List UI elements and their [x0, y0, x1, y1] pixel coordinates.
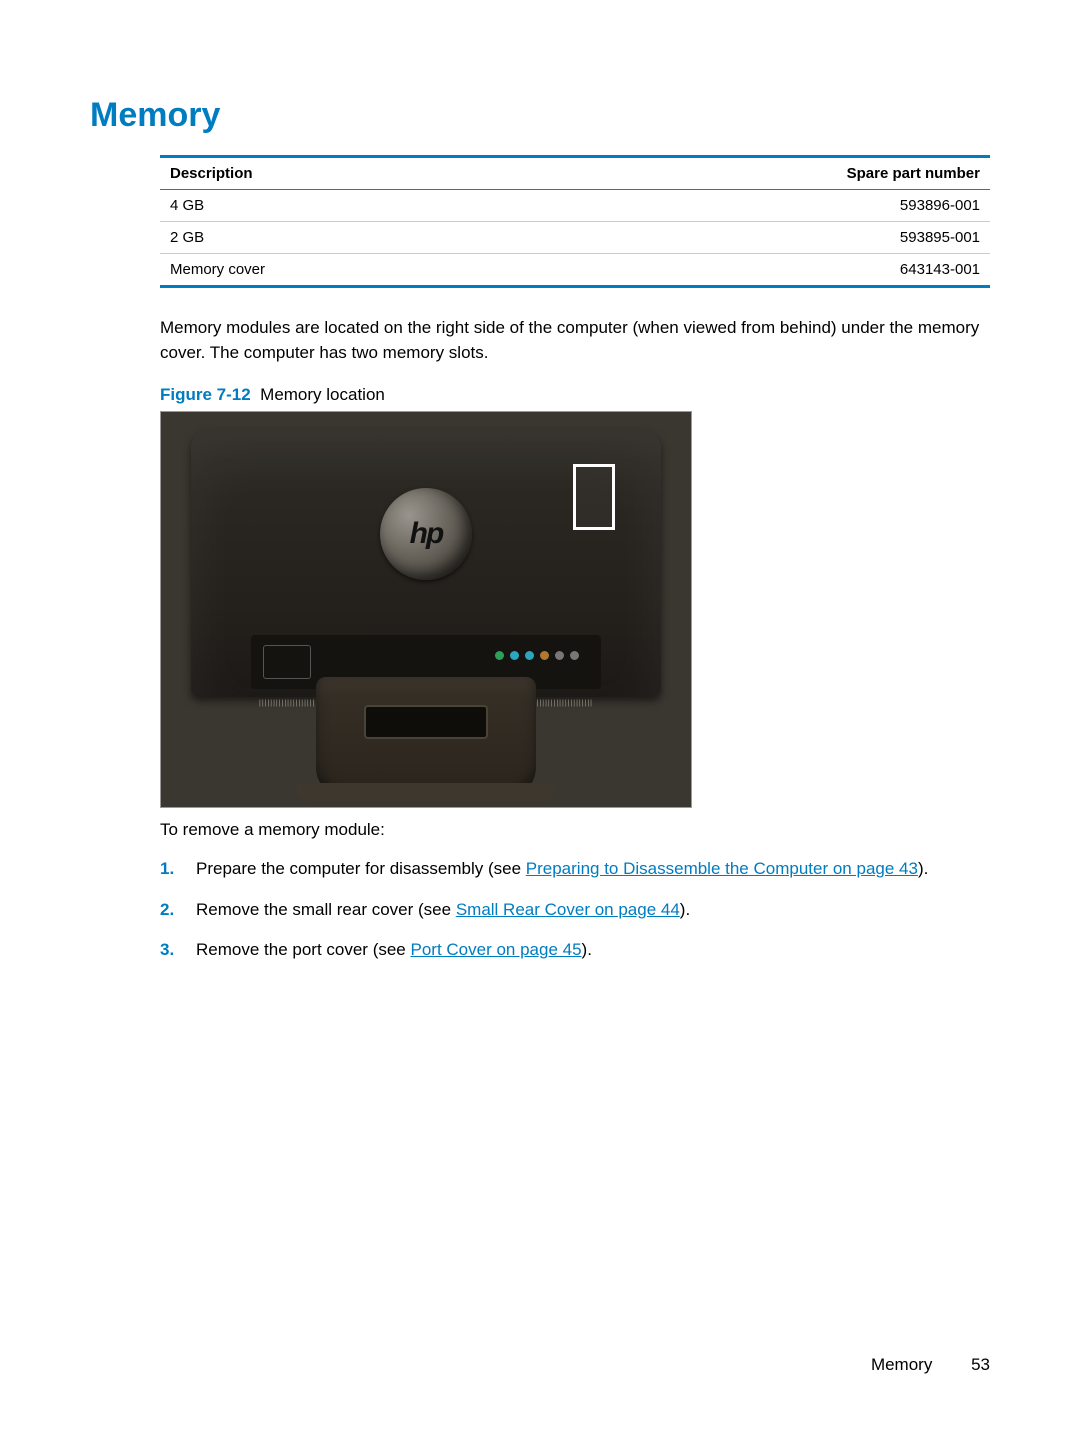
parts-table: Description Spare part number 4 GB 59389… [160, 155, 990, 288]
step-text: ). [680, 900, 690, 919]
table-row: Memory cover 643143-001 [160, 254, 990, 287]
monitor-stand [316, 677, 536, 799]
step-item: Prepare the computer for disassembly (se… [190, 857, 990, 882]
footer-section: Memory [871, 1355, 932, 1374]
col-description: Description [160, 157, 516, 190]
cell-part: 643143-001 [516, 254, 990, 287]
figure-image: hp |||||||||||||||||||||||||||||||||||||… [160, 411, 692, 808]
step-item: Remove the small rear cover (see Small R… [190, 898, 990, 923]
footer-page-number: 53 [971, 1355, 990, 1374]
procedure-list: Prepare the computer for disassembly (se… [160, 857, 990, 963]
figure-caption: Figure 7-12 Memory location [160, 385, 990, 405]
step-text: Prepare the computer for disassembly (se… [196, 859, 526, 878]
cell-desc: 4 GB [160, 190, 516, 222]
xref-link[interactable]: Small Rear Cover on page 44 [456, 900, 680, 919]
step-text: Remove the port cover (see [196, 940, 410, 959]
steps-lead-in: To remove a memory module: [160, 818, 990, 843]
figure-number: Figure 7-12 [160, 385, 251, 404]
page-footer: Memory 53 [871, 1355, 990, 1375]
xref-link[interactable]: Preparing to Disassemble the Computer on… [526, 859, 918, 878]
cell-desc: Memory cover [160, 254, 516, 287]
figure-title: Memory location [260, 385, 385, 404]
table-row: 2 GB 593895-001 [160, 222, 990, 254]
table-row: 4 GB 593896-001 [160, 190, 990, 222]
intro-paragraph: Memory modules are located on the right … [160, 316, 990, 365]
step-text: Remove the small rear cover (see [196, 900, 456, 919]
step-text: ). [918, 859, 928, 878]
step-item: Remove the port cover (see Port Cover on… [190, 938, 990, 963]
hp-logo-icon: hp [380, 488, 472, 580]
cell-part: 593895-001 [516, 222, 990, 254]
memory-cover-highlight [573, 464, 615, 530]
step-text: ). [582, 940, 592, 959]
section-heading: Memory [90, 96, 990, 135]
col-part-number: Spare part number [516, 157, 990, 190]
cell-part: 593896-001 [516, 190, 990, 222]
cell-desc: 2 GB [160, 222, 516, 254]
xref-link[interactable]: Port Cover on page 45 [410, 940, 581, 959]
